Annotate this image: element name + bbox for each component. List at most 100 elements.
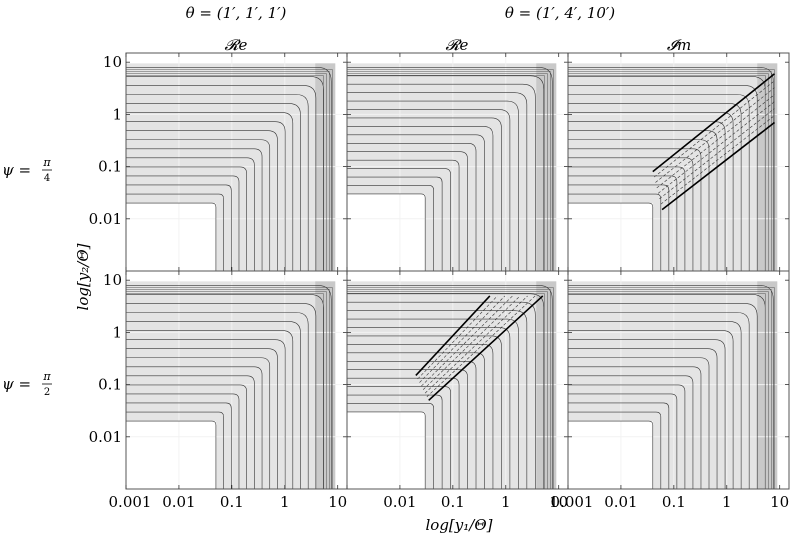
contour-line	[568, 348, 718, 489]
y-tick-label: 1	[112, 323, 122, 341]
y-tick-label: 0.1	[98, 376, 122, 394]
edge-contour	[568, 293, 766, 489]
edge-contour	[568, 289, 772, 489]
panel-frame	[567, 270, 790, 490]
contour-line	[568, 312, 750, 489]
contour-line	[126, 175, 240, 271]
contour-line	[568, 420, 654, 489]
contour-line	[568, 321, 742, 489]
edge-contour	[347, 291, 548, 489]
panel-6-plot-area	[568, 271, 789, 489]
contour-line	[126, 339, 286, 489]
edge-contour	[126, 71, 330, 271]
panel-5-plot-area	[347, 271, 568, 489]
x-axis-label: log[y₁/Θ]	[426, 516, 493, 534]
contour-line	[126, 321, 301, 489]
edge-contour	[347, 287, 554, 489]
contour-line	[347, 335, 502, 489]
contour-line	[126, 166, 247, 271]
contour-line	[126, 375, 255, 489]
panel-1-plot-area	[126, 53, 347, 271]
edge-contour	[347, 69, 554, 271]
edge-contour	[568, 69, 775, 271]
contour-line	[347, 168, 451, 271]
row-label-1: ψ = π 4	[2, 156, 52, 184]
contour-line	[568, 375, 694, 489]
panel-4: 0.001 0.01 0.1 1 10 0.01 0.1 1 10	[89, 270, 348, 511]
contour-line	[126, 312, 309, 489]
contour-line	[568, 366, 702, 489]
diagonal-line	[415, 295, 491, 376]
contour-line	[126, 103, 301, 271]
contour-line	[126, 411, 224, 489]
edge-contour	[126, 73, 327, 271]
contour-line	[347, 369, 468, 489]
x-tick-label: 1	[501, 493, 511, 511]
contour-line	[347, 151, 468, 271]
row-label-2-den: 2	[44, 387, 50, 398]
contour-line	[126, 348, 278, 489]
x-tick-label: 0.001	[551, 493, 594, 511]
column-header-2: θ = (1′, 4′, 10′)	[505, 4, 615, 22]
contour-line	[568, 67, 774, 271]
contour-line	[126, 148, 263, 271]
x-tick-label: 10	[770, 493, 789, 511]
contour-line	[126, 76, 324, 271]
contour-line	[347, 126, 494, 271]
contour-line	[568, 193, 662, 271]
contour-line	[126, 139, 271, 271]
contour-line	[126, 357, 271, 489]
contour-line	[126, 202, 217, 271]
edge-contour	[126, 69, 333, 271]
contour-line	[347, 100, 519, 271]
contour-line	[568, 303, 758, 489]
x-tick-label: 0.01	[162, 493, 195, 511]
contour-line	[126, 285, 332, 489]
contour-line	[126, 193, 224, 271]
contour-line	[126, 303, 317, 489]
contour-line	[568, 112, 734, 271]
contour-line	[126, 384, 247, 489]
x-tick-label: 0.01	[383, 493, 416, 511]
contour-line	[347, 327, 511, 489]
x-tick-label: 0.1	[441, 493, 465, 511]
contour-line	[347, 142, 477, 271]
contour-line	[126, 402, 232, 489]
contour-line	[568, 157, 694, 271]
contour-line	[347, 411, 426, 489]
panel-3-plot-area	[568, 53, 789, 271]
dashed-contour	[653, 80, 775, 178]
contour-line	[126, 85, 317, 271]
contour-line	[568, 402, 670, 489]
contour-line	[568, 85, 758, 271]
x-tick-label: 10	[549, 493, 568, 511]
x-tick-label: 1	[722, 493, 732, 511]
contour-line	[347, 83, 536, 271]
contour-line	[568, 166, 686, 271]
y-tick-label: 0.1	[98, 158, 122, 176]
contour-line	[126, 130, 278, 271]
panel-5: 0.01 0.1 1 10	[346, 270, 569, 511]
y-tick-label: 10	[103, 271, 122, 289]
contour-line	[347, 159, 460, 271]
contour-line	[568, 393, 678, 489]
dashed-contour	[417, 295, 498, 380]
y-tick-label: 1	[112, 105, 122, 123]
edge-contour	[347, 75, 545, 271]
contour-line	[347, 185, 434, 271]
contour-line	[347, 360, 477, 489]
contour-line	[568, 411, 662, 489]
contour-line	[568, 184, 670, 271]
contour-line	[568, 384, 686, 489]
row-label-2-num: π	[42, 370, 51, 383]
dashed-contour	[422, 295, 521, 390]
edge-contour	[347, 289, 551, 489]
contour-line	[126, 420, 217, 489]
edge-contour	[126, 289, 330, 489]
contour-line	[126, 366, 263, 489]
edge-contour	[347, 293, 545, 489]
x-tick-label: 0.01	[604, 493, 637, 511]
dashed-contour	[659, 108, 775, 199]
row-label-2: ψ = π 2	[2, 370, 52, 398]
